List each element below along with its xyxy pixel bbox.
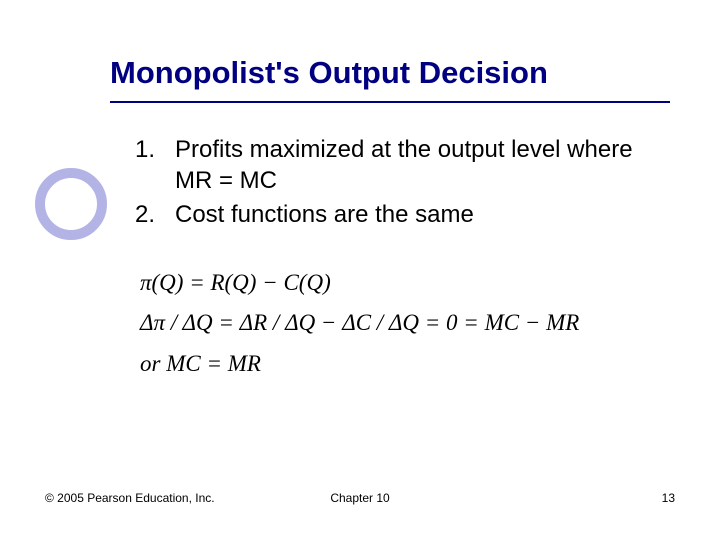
list-number: 1. <box>135 135 175 196</box>
footer-chapter: Chapter 10 <box>330 491 389 505</box>
list-number: 2. <box>135 200 175 231</box>
equations-block: π(Q) = R(Q) − C(Q) Δπ / ΔQ = ΔR / ΔQ − Δ… <box>50 235 670 384</box>
list-text: Cost functions are the same <box>175 200 670 231</box>
content-list: 1. Profits maximized at the output level… <box>50 103 670 231</box>
equation-line: π(Q) = R(Q) − C(Q) <box>140 263 670 303</box>
list-item: 1. Profits maximized at the output level… <box>135 135 670 196</box>
slide-title: Monopolist's Output Decision <box>50 55 670 101</box>
footer: © 2005 Pearson Education, Inc. Chapter 1… <box>0 491 720 505</box>
equation-line: Δπ / ΔQ = ΔR / ΔQ − ΔC / ΔQ = 0 = MC − M… <box>140 303 670 343</box>
footer-page-number: 13 <box>662 491 675 505</box>
slide: Monopolist's Output Decision 1. Profits … <box>0 0 720 540</box>
footer-copyright: © 2005 Pearson Education, Inc. <box>45 491 215 505</box>
list-text: Profits maximized at the output level wh… <box>175 135 670 196</box>
list-item: 2. Cost functions are the same <box>135 200 670 231</box>
equation-line: or MC = MR <box>140 344 670 384</box>
